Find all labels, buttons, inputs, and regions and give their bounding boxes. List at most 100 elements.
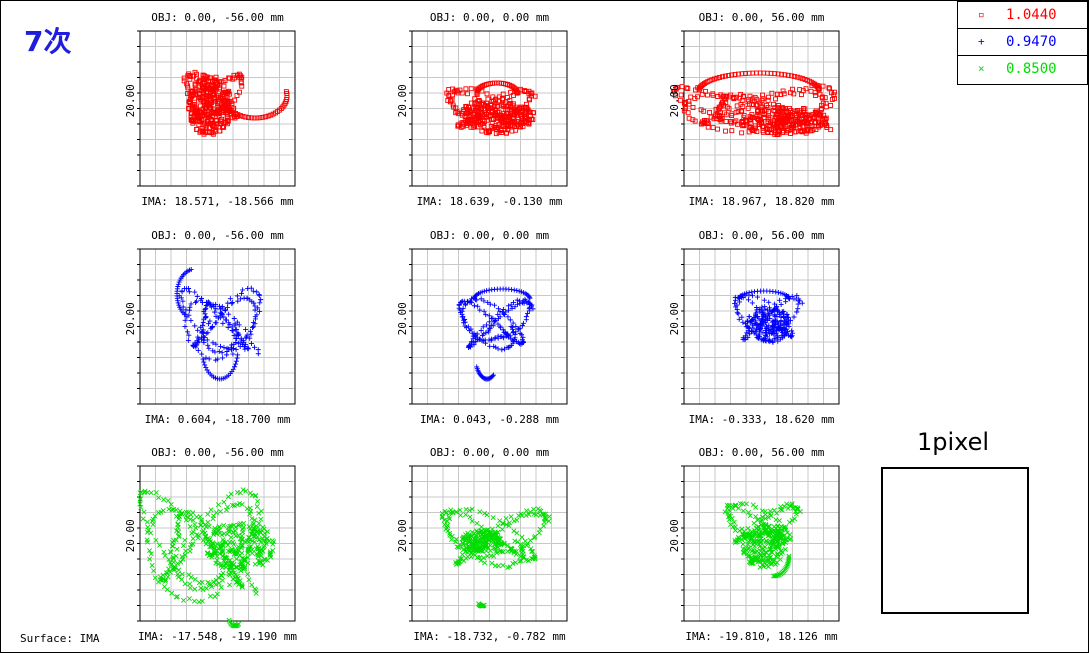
spot-point (526, 511, 532, 518)
spot-point (227, 296, 233, 302)
spot-point (192, 289, 198, 295)
spot-point (268, 554, 274, 560)
spot-point (213, 313, 219, 319)
spot-point (485, 130, 491, 136)
spot-point (206, 321, 212, 327)
spot-point (239, 501, 245, 507)
spot-point (754, 534, 760, 540)
spot-point (456, 123, 462, 129)
spot-point (766, 299, 772, 305)
spot-point (205, 115, 211, 121)
spot-point (221, 344, 227, 350)
spot-point (535, 506, 541, 512)
spot-point (233, 358, 239, 364)
spot-point (505, 564, 511, 570)
spot-point (194, 293, 200, 299)
spot-point (203, 305, 209, 311)
spot-point (470, 336, 476, 342)
spot-point (492, 335, 498, 341)
spot-point (236, 322, 242, 328)
spot-point (499, 130, 505, 135)
spot-point (475, 539, 481, 545)
spot-point (776, 543, 782, 549)
spot-point (175, 571, 181, 577)
spot-point (238, 291, 244, 297)
spot-point (771, 573, 777, 579)
spot-point (156, 495, 162, 501)
spot-point (758, 103, 764, 109)
spot-point (761, 297, 767, 303)
spot-point (782, 72, 788, 78)
obj-label: OBJ: 0.00, 56.00 mm (699, 11, 825, 24)
spot-point (216, 580, 222, 586)
scale-label: 20.00 (124, 84, 137, 117)
spot-point (494, 550, 500, 556)
spot-point (790, 123, 796, 129)
spot-point (520, 334, 526, 340)
spot-point (495, 529, 501, 535)
spot-point (789, 113, 795, 119)
spot-point (210, 122, 215, 128)
spot-point (249, 515, 255, 521)
spot-point (456, 111, 462, 117)
spot-series (439, 506, 552, 609)
spot-point (740, 94, 746, 100)
spot-point (686, 98, 692, 104)
spot-point (219, 305, 225, 311)
spot-point (185, 337, 191, 343)
spot-point (207, 593, 213, 599)
spot-point (487, 129, 493, 135)
spot-point (250, 324, 256, 330)
spot-point (778, 290, 784, 296)
spot-point (744, 330, 750, 336)
spot-point (253, 590, 259, 596)
spot-point (226, 88, 232, 94)
spot-point (486, 313, 492, 319)
spot-point (215, 575, 221, 581)
spot-point (771, 336, 777, 342)
spot-point (203, 536, 209, 542)
spot-point (200, 587, 206, 593)
ima-label: IMA: 18.967, 18.820 mm (689, 195, 835, 208)
spot-point (483, 527, 489, 534)
spot-point (722, 509, 728, 515)
spot-point (199, 329, 205, 335)
spot-point (188, 318, 194, 324)
spot-point (227, 582, 233, 588)
spot-point (144, 519, 150, 525)
spot-point (203, 355, 209, 361)
spot-point (194, 114, 200, 120)
spot-point (218, 542, 224, 548)
spot-point (530, 548, 536, 555)
spot-point (772, 108, 778, 114)
spot-point (254, 504, 260, 510)
spot-point (468, 550, 474, 556)
spot-point (773, 561, 779, 567)
spot-point (810, 126, 816, 132)
spot-point (186, 307, 192, 313)
spot-point (546, 518, 552, 524)
spot-point (189, 94, 195, 100)
spot-point (704, 118, 710, 124)
spot-point (470, 106, 476, 112)
spot-point (252, 303, 258, 309)
spot-point (174, 594, 180, 600)
spot-point (698, 107, 704, 113)
spot-point (764, 562, 770, 568)
x-marker-icon: × (978, 62, 985, 75)
spot-point (217, 303, 223, 309)
spot-point (470, 542, 476, 548)
spot-point (202, 362, 208, 368)
spot-point (497, 518, 503, 524)
spot-point (710, 92, 716, 98)
spot-point (242, 538, 248, 544)
spot-point (216, 349, 222, 355)
spot-point (173, 553, 179, 559)
spot-series (670, 70, 837, 138)
spot-point (765, 312, 771, 318)
spot-point (715, 126, 720, 132)
spot-point (747, 93, 753, 99)
spot-point (746, 325, 752, 331)
spot-point (210, 516, 216, 522)
spot-point (797, 87, 803, 93)
